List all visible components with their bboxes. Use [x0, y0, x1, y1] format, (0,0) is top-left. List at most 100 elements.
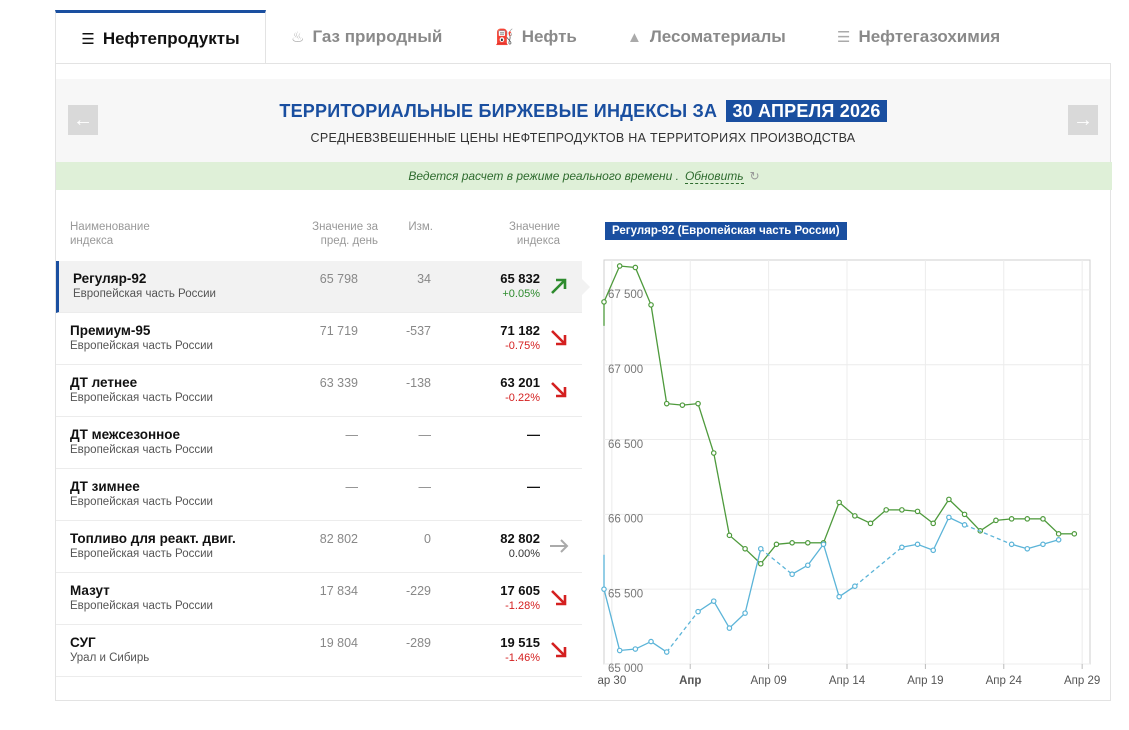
tab-timber[interactable]: ▲ Лесоматериалы	[627, 10, 786, 64]
data-point	[1024, 545, 1031, 552]
data-point	[1055, 537, 1062, 543]
tab-oil[interactable]: ⛽ Нефть	[495, 10, 577, 64]
data-point	[946, 496, 952, 503]
prev-value: 65 798	[319, 272, 358, 286]
data-point	[914, 508, 921, 515]
data-point	[852, 513, 858, 519]
trend-down-icon	[551, 330, 567, 346]
next-date-button[interactable]: →	[1068, 105, 1098, 135]
prev-date-button[interactable]: ←	[68, 105, 98, 135]
table-row[interactable]: Мазут Европейская часть России 17 834 -229 1…	[56, 573, 582, 625]
tab-natural-gas[interactable]: ♨ Газ природный	[291, 10, 442, 64]
x-tick-label: Апр 24	[986, 675, 1023, 687]
data-point	[663, 649, 670, 655]
series-line-segment	[822, 544, 840, 597]
page-subtitle: СРЕДНЕВЗВЕШЕННЫЕ ЦЕНЫ НЕФТЕПРОДУКТОВ НА …	[310, 131, 856, 145]
index-value: 71 182	[500, 323, 540, 338]
change-percent: 0.00%	[508, 548, 540, 560]
data-point	[899, 507, 905, 513]
change-value: 0	[424, 532, 431, 546]
data-point	[1040, 516, 1046, 522]
page-title: ТЕРРИТОРИАЛЬНЫЕ БИРЖЕВЫЕ ИНДЕКСЫ ЗА 30 А…	[56, 100, 1110, 122]
x-tick-label: Апр	[679, 675, 701, 687]
series-line-segment	[979, 519, 997, 532]
data-point	[820, 541, 827, 548]
tab-petroleum-products[interactable]: ☰ Нефтепродукты	[55, 10, 266, 64]
prev-value: 63 339	[319, 376, 358, 390]
series-line-segment	[854, 515, 871, 524]
series-line-segment	[838, 585, 856, 598]
series-line-segment	[713, 452, 731, 536]
data-point	[679, 402, 686, 408]
table-row[interactable]: Топливо для реакт. двиг. Европейская част…	[56, 521, 582, 573]
data-point	[914, 541, 921, 548]
price-chart: 65 000 65 500 66 000 66 500 67 000 67 500 ар 3…	[597, 259, 1100, 687]
tab-label: Лесоматериалы	[649, 27, 786, 46]
trend-down-icon	[551, 642, 567, 658]
change-value: -138	[405, 376, 431, 390]
index-value: 82 802	[500, 531, 540, 546]
table-row[interactable]: Премиум-95 Европейская часть России 71 719…	[56, 313, 582, 365]
series-line-segment	[697, 600, 715, 613]
series-line-segment	[713, 600, 730, 629]
y-tick-label: 65 500	[608, 588, 643, 600]
notice-text: Ведется расчет в режиме реального времен…	[408, 169, 679, 183]
y-tick-label: 66 000	[608, 514, 643, 526]
series-line-segment	[603, 589, 621, 651]
chemistry-icon: ☰	[837, 29, 851, 46]
data-point	[757, 560, 764, 567]
data-point	[695, 400, 701, 407]
selection-pointer	[582, 279, 590, 295]
series-line-segment	[870, 509, 887, 524]
index-name: ДТ межсезонное	[70, 427, 181, 442]
data-point	[852, 583, 858, 589]
refresh-icon[interactable]: ↻	[749, 169, 760, 183]
data-point	[883, 507, 889, 513]
series-line-segment	[650, 304, 668, 404]
series-line-segment	[603, 265, 621, 303]
change-value: -289	[405, 636, 431, 650]
data-point	[663, 400, 670, 407]
data-point	[601, 586, 607, 592]
series-line-segment	[697, 403, 715, 454]
data-point	[616, 647, 623, 654]
index-value: 17 605	[500, 583, 540, 598]
table-row[interactable]: ДТ межсезонное Европейская часть России — —…	[56, 417, 582, 469]
series-line-segment	[728, 612, 746, 629]
date-badge: 30 АПРЕЛЯ 2026	[726, 100, 887, 122]
x-tick-label: Апр 19	[907, 675, 943, 687]
refinery-icon: ☰	[81, 30, 95, 48]
data-point	[789, 539, 795, 546]
title-text: ТЕРРИТОРИАЛЬНЫЕ БИРЖЕВЫЕ ИНДЕКСЫ ЗА	[279, 101, 718, 121]
trend-up-icon	[551, 278, 567, 294]
table-row[interactable]: Регуляр-92 Европейская часть России 65 798…	[56, 261, 590, 313]
tab-label: Нефтепродукты	[102, 28, 240, 48]
x-tick-label: Апр 14	[829, 675, 866, 687]
change-value: —	[418, 428, 432, 442]
change-value: —	[418, 480, 432, 494]
realtime-notice: Ведется расчет в режиме реального времен…	[56, 162, 1112, 190]
series-line-segment	[1042, 518, 1060, 535]
index-region: Европейская часть России	[70, 600, 213, 612]
series-line-segment	[791, 564, 809, 575]
arrow-right-icon: →	[1073, 109, 1093, 131]
data-point	[632, 646, 639, 652]
y-tick-label: 67 000	[608, 364, 643, 376]
table-row[interactable]: СУГ Урал и Сибирь 19 804 -289 19 515 -1.46%	[56, 625, 582, 677]
series-line-segment	[838, 501, 856, 517]
series-line-segment	[807, 543, 825, 566]
series-line-segment	[634, 267, 652, 306]
data-point	[961, 511, 968, 518]
series-line-segment	[932, 517, 950, 551]
index-value: 65 832	[500, 271, 540, 286]
refresh-link[interactable]: Обновить	[684, 168, 744, 184]
header-change: Изм.	[408, 221, 433, 233]
series-line-segment	[948, 498, 966, 515]
table-row[interactable]: ДТ летнее Европейская часть России 63 339 -…	[56, 365, 582, 417]
table-row[interactable]: ДТ зимнее Европейская часть России — — —	[56, 469, 582, 521]
series-line-segment	[917, 510, 934, 524]
index-value: —	[527, 427, 540, 442]
tab-petrochemistry[interactable]: ☰ Нефтегазохимия	[837, 10, 1000, 64]
data-point	[961, 522, 968, 528]
trees-icon: ▲	[627, 28, 642, 46]
